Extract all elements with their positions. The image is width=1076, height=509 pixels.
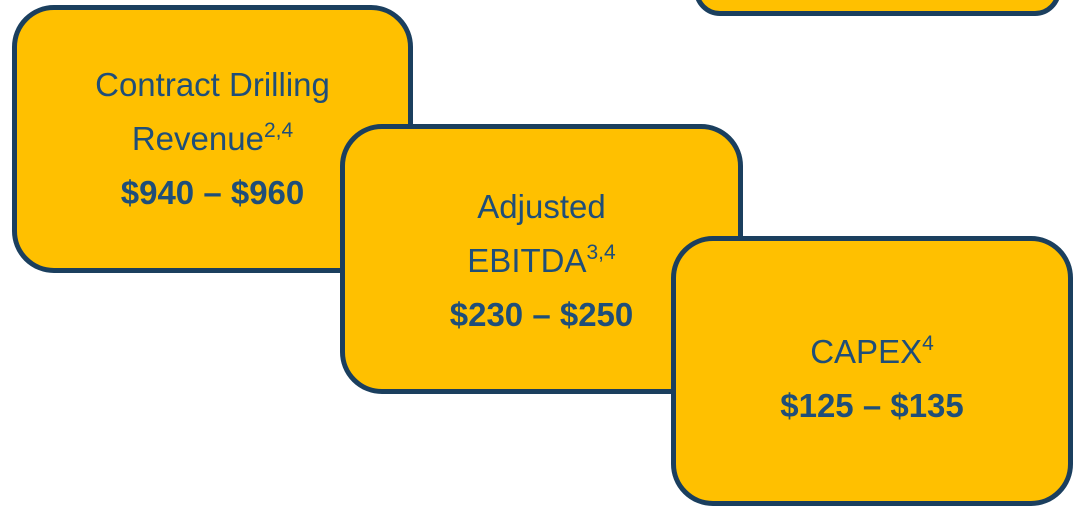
value-range: $125 – $135 [780, 387, 964, 424]
label: Revenue2,4 [132, 112, 293, 166]
value-range: $940 – $960 [120, 174, 305, 211]
label: EBITDA3,4 [467, 234, 615, 288]
label: CAPEX4 [810, 325, 934, 379]
footnote-ref: 4 [922, 332, 934, 355]
footnote-ref: 3,4 [586, 241, 616, 264]
footnote-ref: 2,4 [263, 119, 294, 142]
label: EBITDA [467, 242, 587, 279]
value-range: $230 – $250 [449, 296, 634, 333]
guidance-box: Contract Drilling Revenue2,4 $940 – $960 [12, 5, 413, 273]
partial-box [694, 0, 1061, 16]
label: Revenue [131, 120, 264, 157]
label: CAPEX [810, 333, 923, 370]
label: Contract Drilling [95, 66, 330, 103]
guidance-box: CAPEX4 $125 – $135 [671, 236, 1073, 506]
label: Adjusted [477, 188, 606, 225]
